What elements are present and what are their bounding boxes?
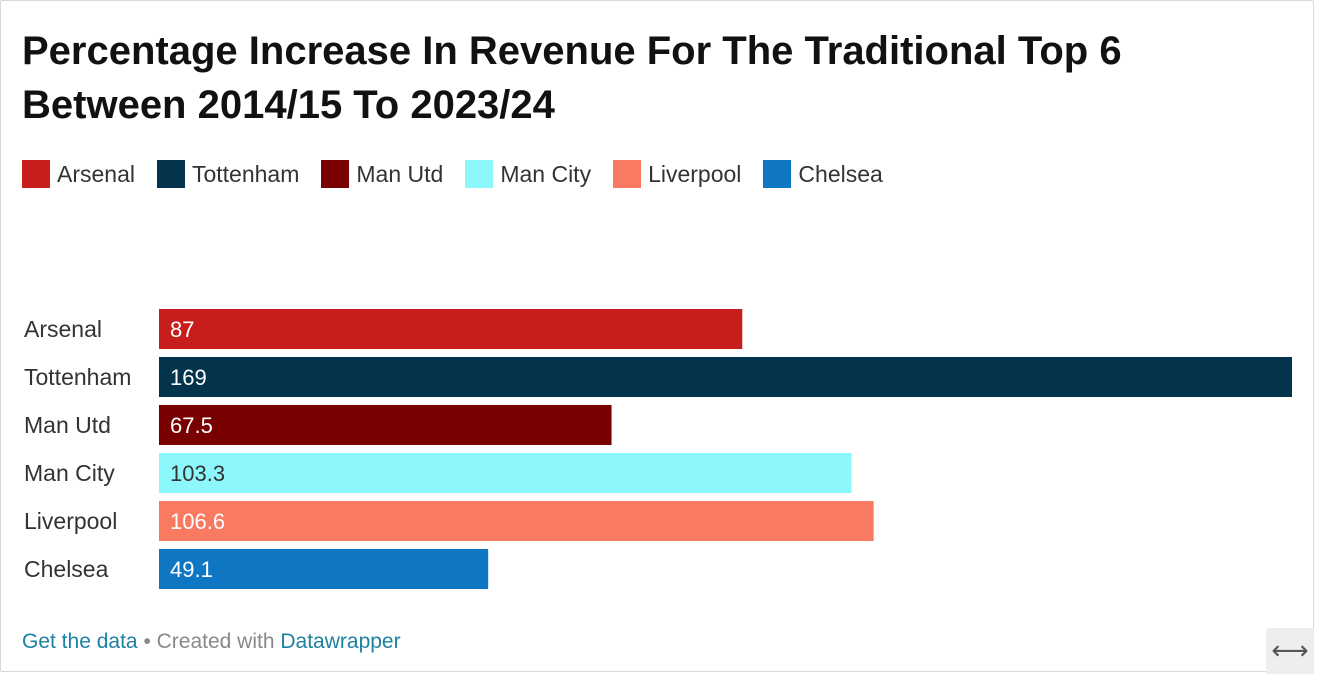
- legend-item: Tottenham: [156, 160, 300, 188]
- category-label: Man Utd: [24, 412, 111, 438]
- bar[interactable]: [159, 549, 489, 589]
- legend: Arsenal Tottenham Man Utd Man City Liver…: [22, 160, 883, 188]
- value-label: 67.5: [170, 413, 213, 438]
- legend-label: Arsenal: [57, 160, 135, 187]
- legend-swatch: [465, 160, 494, 188]
- legend-swatch: [321, 160, 350, 188]
- legend-label: Tottenham: [191, 160, 300, 187]
- value-label: 106.6: [170, 509, 225, 534]
- category-label: Man City: [24, 460, 115, 486]
- legend-item: Man Utd: [321, 160, 443, 188]
- chart-title: Percentage Increase In Revenue For The T…: [22, 29, 1122, 127]
- legend-item: Liverpool: [613, 160, 741, 188]
- legend-swatch: [763, 160, 792, 188]
- datawrapper-link[interactable]: Datawrapper: [280, 630, 401, 653]
- legend-item: Arsenal: [22, 160, 135, 188]
- resize-glyph: ⟷: [1271, 636, 1309, 666]
- value-label: 169: [170, 365, 207, 390]
- footer: Get the data • Created with Datawrapper: [22, 630, 401, 654]
- legend-label: Chelsea: [798, 160, 883, 187]
- category-label: Tottenham: [24, 364, 131, 390]
- get-the-data-link[interactable]: Get the data: [22, 630, 138, 653]
- bar[interactable]: [159, 357, 1292, 397]
- legend-label: Man Utd: [356, 160, 444, 187]
- created-with-text: Created with: [156, 630, 275, 653]
- legend-item: Chelsea: [763, 160, 883, 188]
- legend-label: Liverpool: [648, 160, 742, 187]
- category-label: Arsenal: [24, 316, 102, 342]
- legend-item: Man City: [465, 160, 591, 188]
- resize-horizontal-icon[interactable]: ⟷: [1266, 628, 1314, 674]
- legend-swatch: [156, 160, 185, 188]
- bar[interactable]: [159, 309, 743, 349]
- legend-swatch: [613, 160, 642, 188]
- bar[interactable]: [159, 453, 852, 493]
- footer-separator: •: [143, 630, 151, 653]
- bar[interactable]: [159, 405, 612, 445]
- bar-chart: Arsenal 87 Tottenham 169 Man Utd 67.5 Man City…: [24, 309, 1292, 589]
- value-label: 103.3: [170, 461, 225, 486]
- category-label: Chelsea: [24, 556, 109, 582]
- legend-swatch: [22, 160, 50, 188]
- category-label: Liverpool: [24, 508, 117, 534]
- bar[interactable]: [159, 501, 874, 541]
- legend-label: Man City: [500, 160, 592, 187]
- value-label: 87: [170, 317, 194, 342]
- value-label: 49.1: [170, 557, 213, 582]
